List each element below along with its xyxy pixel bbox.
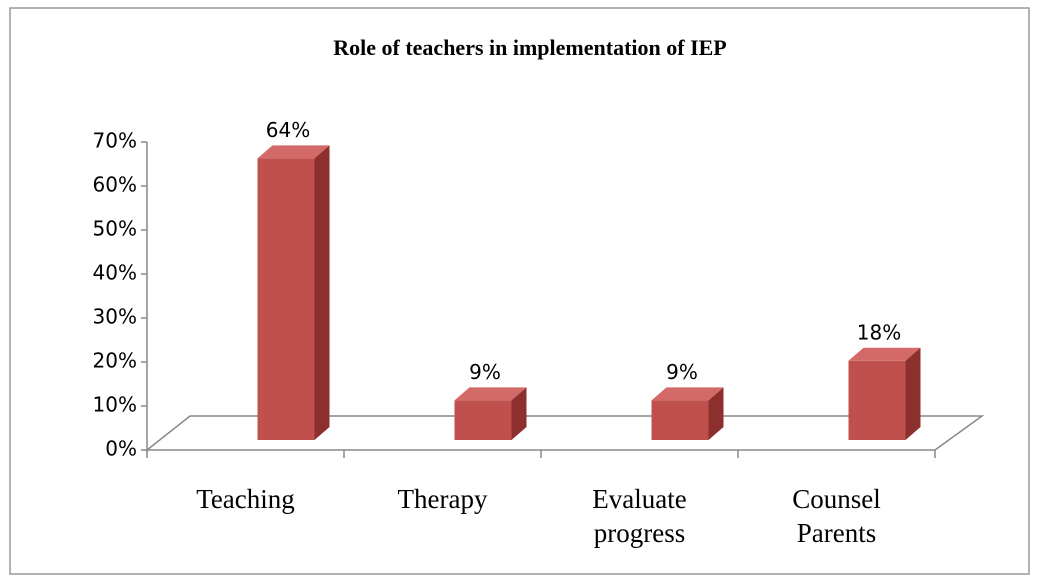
data-label: 18% [857,320,901,344]
y-tick-label: 50% [93,217,137,241]
bar [651,400,709,440]
x-tick-label: Evaluate progress [592,484,687,548]
bar-side [708,387,724,440]
bar [848,360,906,440]
bar-side [511,387,527,440]
chart-title: Role of teachers in implementation of IE… [333,35,727,60]
data-label: 9% [469,360,501,384]
floor [144,415,985,451]
chart-border [9,7,1030,575]
bar-top [257,145,330,159]
bar-side [905,347,921,440]
y-tick-label: 60% [93,173,137,197]
y-tick-label: 0% [105,437,137,461]
bar [257,158,315,440]
bar-side [314,145,330,440]
bar-top [454,387,527,401]
data-label: 9% [666,360,698,384]
bar [454,400,512,440]
y-tick-label: 40% [93,261,137,285]
y-tick-label: 20% [93,349,137,373]
y-tick-label: 70% [93,129,137,153]
x-tick-label: Counsel Parents [792,484,881,548]
y-tick-label: 30% [93,305,137,329]
x-tick-label: Therapy [397,484,488,514]
y-tick-label: 10% [93,393,137,417]
bar-top [651,387,724,401]
x-tick-label: Teaching [196,484,295,514]
data-label: 64% [266,118,310,142]
bar-top [848,347,921,361]
